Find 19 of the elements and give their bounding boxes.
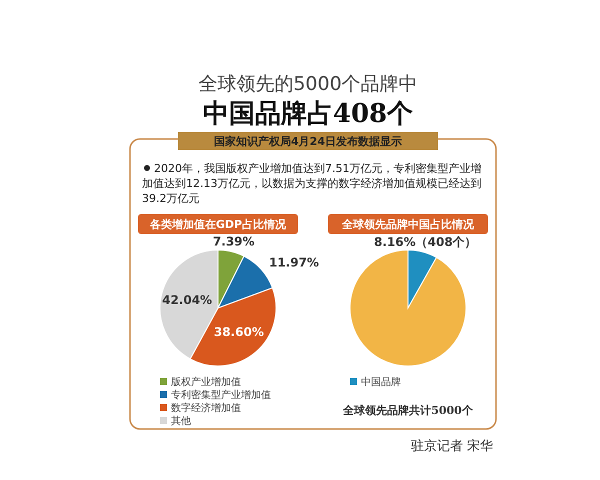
text: 中国品牌占408个 (202, 99, 414, 129)
data-label: 38.60% (214, 325, 264, 340)
text: 全球领先品牌共计5000个 (342, 404, 474, 417)
legend-label: 其他 (171, 415, 191, 427)
data-label: 7.39% (212, 234, 255, 248)
data-label: 8.16%（408个） (374, 234, 477, 249)
pie-slice (350, 250, 466, 366)
chart-title: 各类增加值在GDP占比情况 (148, 218, 288, 231)
data-label: 42.04% (162, 293, 212, 308)
text: 驻京记者 宋华 (410, 438, 493, 454)
legend-label: 中国品牌 (361, 376, 401, 388)
legend-label: 版权产业增加值 (171, 376, 241, 388)
text: 全球领先的5000个品牌中 (198, 73, 418, 95)
legend-label: 数字经济增加值 (171, 402, 241, 414)
legend-label: 专利密集型产业增加值 (171, 389, 271, 401)
text: 2020年，我国版权产业增加值达到7.51万亿元，专利密集型产业增加值达到12.13万亿元，以数据为支撑的数字经济增加值规模已经达到39.2万亿元 (142, 162, 482, 205)
data-label: 11.97% (268, 255, 319, 270)
chart-title: 全球领先品牌中国占比情况 (341, 218, 475, 231)
text: 国家知识产权局4月24日发布数据显示 (214, 135, 402, 148)
